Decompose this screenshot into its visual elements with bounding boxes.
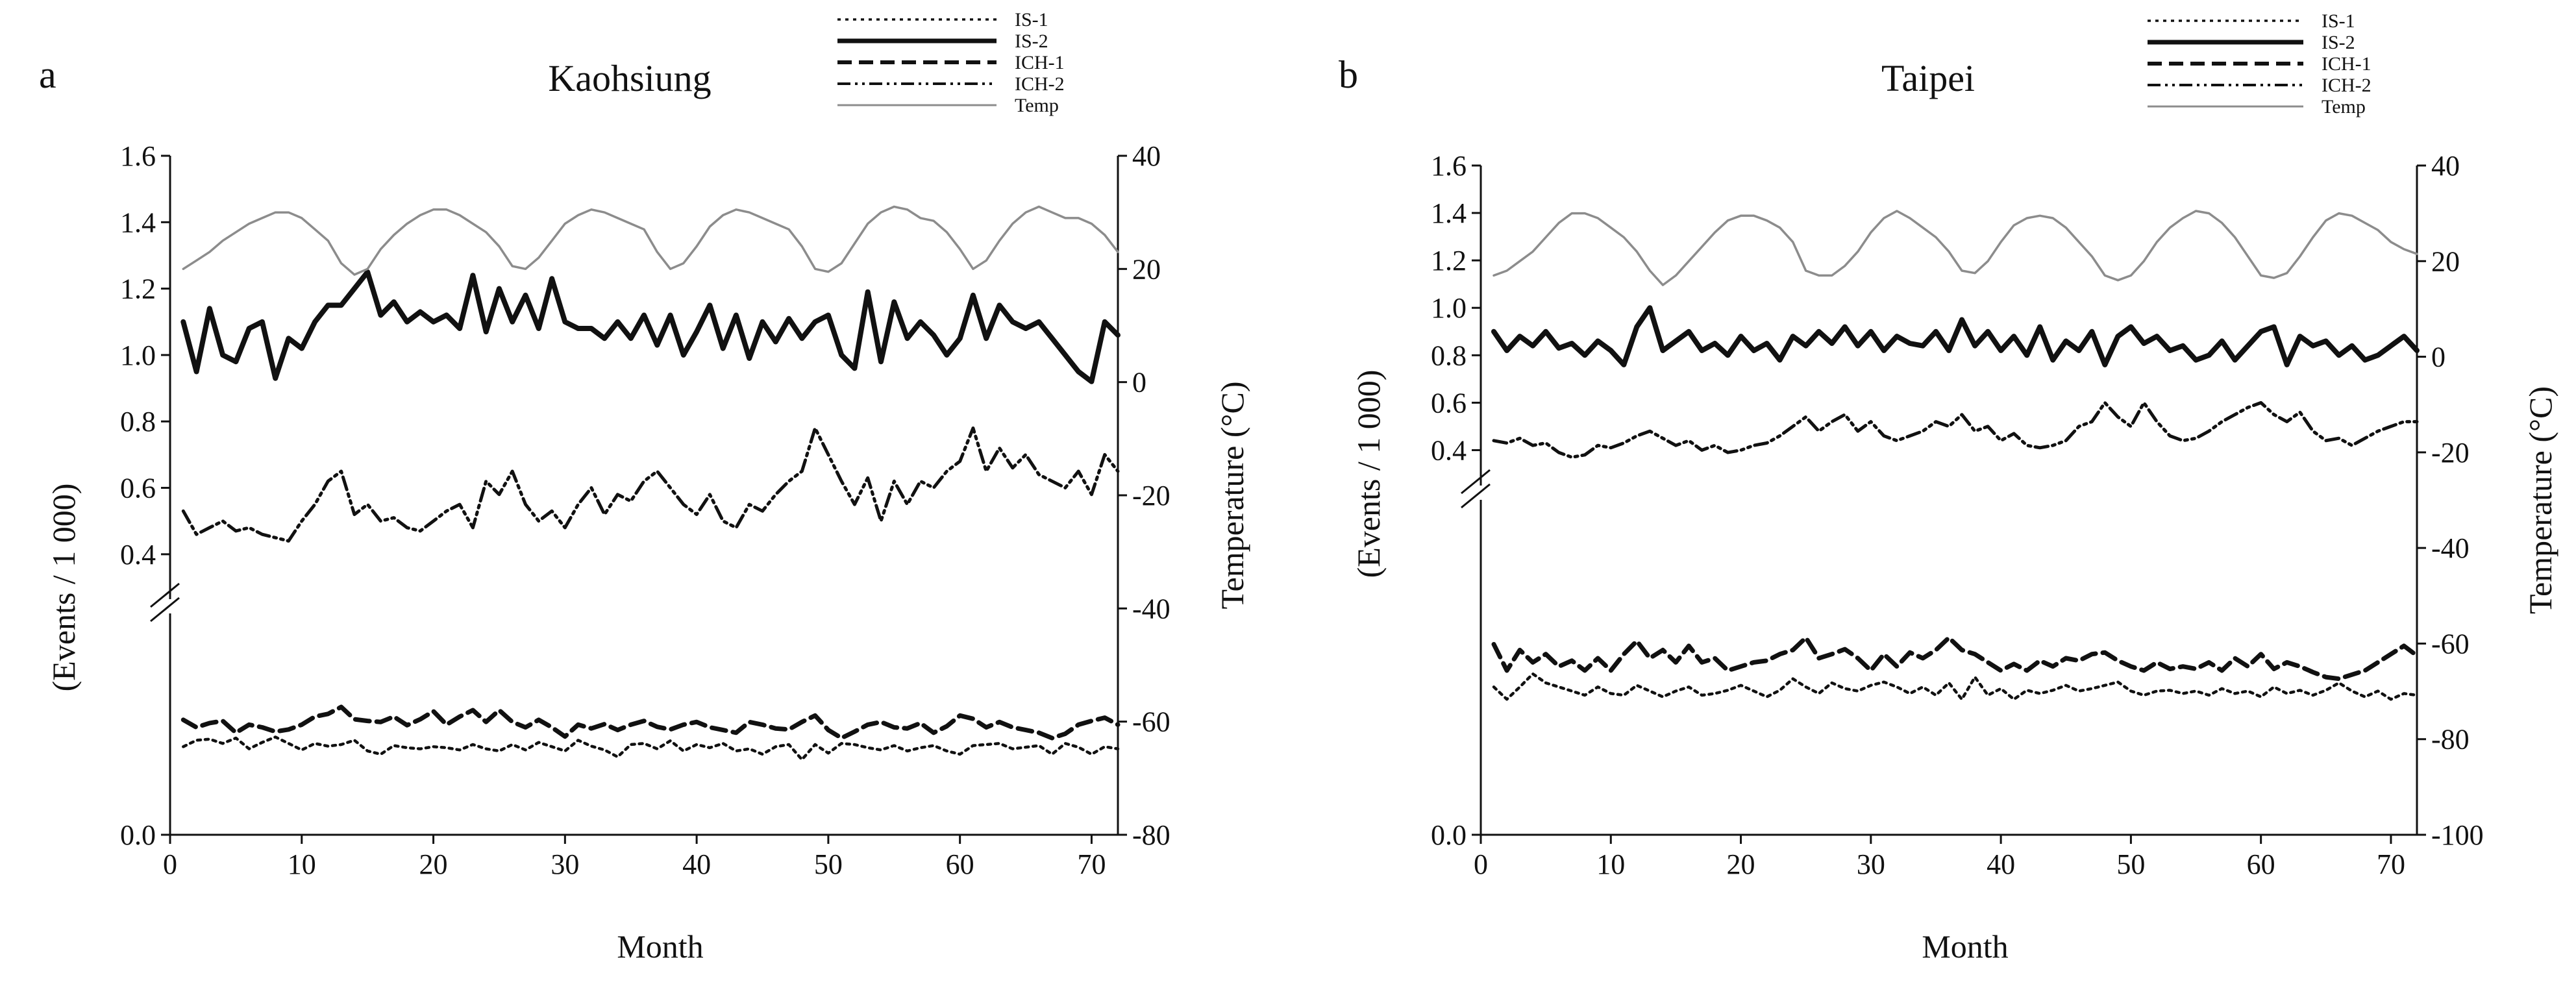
x-tick-label: 10 (288, 848, 316, 880)
series-line-is-1 (182, 735, 1120, 761)
y-tick-label: 0.6 (120, 473, 156, 504)
series-line-ich-2 (1492, 401, 2419, 459)
x-tick-label: 60 (2247, 848, 2275, 880)
y2-tick-label: -40 (1132, 593, 1170, 624)
y-tick-label: 1.4 (1431, 197, 1467, 229)
y2-tick-label: 0 (1132, 367, 1146, 399)
y-tick-label: 1.6 (120, 140, 156, 172)
y2-tick-label: 0 (2431, 341, 2446, 373)
y-tick-label: 1.6 (1431, 150, 1467, 182)
y-tick-label: 0.4 (1431, 434, 1467, 466)
legend-label: Temp (2322, 96, 2366, 117)
axis-break-mark (1461, 469, 1491, 495)
series-line-ich-1 (1491, 635, 2420, 682)
panel-kaohsiung: a Kaohsiung 0 10 20 30 40 50 60 70 0.0 0.4 0.6 0.8 1… (39, 9, 1250, 965)
y2-axis-label-text: Temperature (1214, 438, 1250, 609)
y2-tick-label: 20 (1132, 253, 1161, 285)
y2-tick-label: -80 (2431, 724, 2470, 756)
series-line-temp (1492, 210, 2418, 286)
x-axis-label: Month (617, 928, 703, 965)
y2-axis-label: Temperature (°C) (2522, 386, 2558, 614)
y-tick-label: 1.0 (120, 339, 156, 371)
chart-title: Kaohsiung (548, 57, 711, 99)
y2-tick-label: 20 (2431, 245, 2460, 277)
y2-axis-label-unit: (°C) (1214, 381, 1250, 438)
legend-label: ICH-2 (2322, 75, 2372, 96)
x-axis-label: Month (1922, 928, 2008, 965)
y-tick-label: 0.8 (1431, 339, 1467, 371)
legend-label: ICH-1 (1015, 52, 1065, 73)
x-tick-label: 10 (1596, 848, 1625, 880)
y-tick-label: 0.8 (120, 406, 156, 438)
y2-tick-label: -20 (1132, 480, 1170, 512)
x-tick-label: 30 (1857, 848, 1885, 880)
legend-label: IS-2 (2322, 32, 2355, 53)
y2-tick-label: -20 (2431, 437, 2470, 469)
x-tick-label: 50 (814, 848, 843, 880)
y-tick-label: 1.2 (1431, 245, 1467, 277)
y2-axis-label-unit: (°C) (2522, 386, 2558, 443)
axis-break-mark (150, 597, 180, 623)
y2-tick-label: -60 (1132, 706, 1170, 738)
x-tick-label: 70 (2377, 848, 2405, 880)
x-tick-label: 40 (682, 848, 711, 880)
y2-tick-label: -40 (2431, 532, 2470, 564)
chart-title: Taipei (1881, 57, 1975, 99)
y-tick-label: 0.0 (1431, 819, 1467, 851)
y-tick-label: 0.6 (1431, 387, 1467, 419)
y2-tick-label: 40 (2431, 150, 2460, 182)
legend-label: Temp (1015, 95, 1059, 116)
series-line-ich-2 (181, 426, 1120, 543)
x-tick-label: 50 (2116, 848, 2145, 880)
series-line-temp (182, 205, 1119, 276)
x-tick-label: 30 (551, 848, 579, 880)
y-tick-label: 1.2 (120, 273, 156, 305)
series-line-ich-1 (180, 704, 1121, 741)
legend-label: IS-2 (1015, 31, 1048, 52)
series-line-is-1 (1492, 672, 2419, 701)
y-axis-label: (Events / 1 000) (1350, 370, 1387, 578)
x-tick-label: 0 (163, 848, 177, 880)
legend-label: IS-1 (1015, 9, 1048, 31)
y2-tick-label: 40 (1132, 140, 1161, 172)
legend-label: ICH-2 (1015, 73, 1065, 95)
y-tick-label: 1.0 (1431, 292, 1467, 324)
legend-label: ICH-1 (2322, 53, 2372, 75)
y-tick-label: 0.4 (120, 539, 156, 571)
y2-tick-label: -80 (1132, 819, 1170, 851)
series-line-is-2 (1491, 305, 2420, 367)
panel-label: b (1339, 53, 1358, 96)
x-tick-label: 70 (1077, 848, 1106, 880)
y-axis-label: (Events / 1 000) (45, 484, 82, 692)
y2-tick-label: -100 (2431, 819, 2484, 851)
series-line-is-2 (180, 269, 1121, 384)
y2-axis-label-text: Temperature (2522, 443, 2558, 614)
panel-label: a (39, 53, 56, 96)
legend-label: IS-1 (2322, 10, 2355, 32)
x-tick-label: 40 (1987, 848, 2015, 880)
axis-break-mark (1461, 483, 1491, 509)
x-tick-label: 20 (419, 848, 448, 880)
x-tick-label: 20 (1727, 848, 1755, 880)
y2-axis-label: Temperature (°C) (1214, 381, 1250, 609)
x-tick-label: 0 (1474, 848, 1488, 880)
panel-taipei: b Taipei 0 10 20 30 40 50 60 70 0.0 0.4 0.6 0.8 1.0 1… (1339, 10, 2558, 965)
y2-tick-label: -60 (2431, 628, 2470, 660)
y-tick-label: 0.0 (120, 819, 156, 851)
y-tick-label: 1.4 (120, 206, 156, 238)
x-tick-label: 60 (946, 848, 974, 880)
axis-break-mark (150, 582, 180, 608)
